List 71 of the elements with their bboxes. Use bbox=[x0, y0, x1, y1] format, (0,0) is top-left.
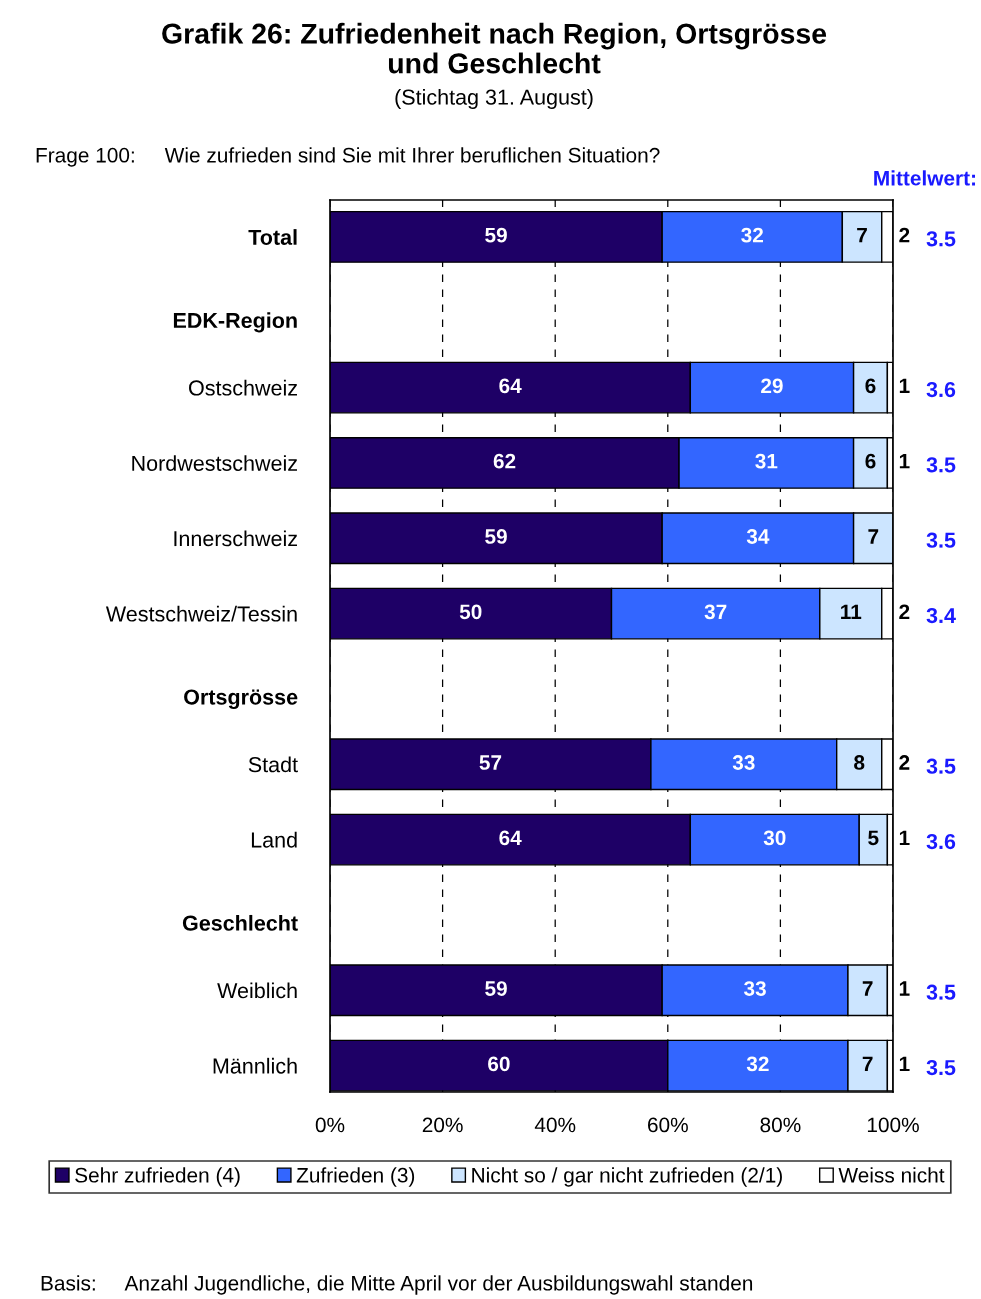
legend-label: Weiss nicht bbox=[838, 1167, 945, 1183]
x-tick-label: 20% bbox=[422, 1117, 463, 1133]
data-label: 30 bbox=[763, 830, 786, 846]
y-tick-label: Männlich bbox=[213, 1057, 297, 1074]
data-label: 34 bbox=[746, 529, 770, 544]
x-tick-label: 0% bbox=[315, 1117, 345, 1133]
text: 3.6 bbox=[926, 381, 956, 398]
legend-label: Nicht so / gar nicht zufrieden (2/1) bbox=[472, 1167, 782, 1187]
text: 3.5 bbox=[926, 984, 956, 1000]
data-label: 6 bbox=[865, 378, 876, 394]
data-label: 37 bbox=[704, 604, 727, 620]
y-tick-label: Innerschweiz bbox=[174, 530, 297, 547]
data-label: 33 bbox=[743, 981, 766, 996]
text: 3.6 bbox=[926, 833, 956, 850]
data-label: 64 bbox=[499, 830, 522, 846]
y-tick-label: Weiblich bbox=[217, 982, 297, 999]
data-label: 7 bbox=[862, 981, 873, 996]
data-label: 32 bbox=[741, 227, 763, 243]
text: 3.5 bbox=[926, 231, 956, 247]
data-label: 31 bbox=[755, 453, 778, 469]
data-label: 29 bbox=[761, 378, 783, 394]
text: Mittelwert: bbox=[874, 170, 975, 186]
data-label: 60 bbox=[488, 1056, 510, 1072]
legend-label: Sehr zufrieden (4) bbox=[75, 1167, 240, 1187]
data-label: 62 bbox=[493, 453, 516, 469]
y-tick-label: Ortsgrösse bbox=[184, 689, 298, 710]
x-tick-label: 80% bbox=[760, 1117, 801, 1133]
data-label: 1 bbox=[899, 378, 910, 393]
data-label: 64 bbox=[499, 378, 522, 394]
data-label: 57 bbox=[479, 755, 502, 770]
y-tick-label: Ostschweiz bbox=[189, 379, 297, 396]
legend-label: Zufrieden (3) bbox=[296, 1167, 415, 1187]
data-label: 5 bbox=[868, 830, 879, 846]
x-tick-label: 40% bbox=[534, 1117, 576, 1133]
data-label: 2 bbox=[899, 604, 910, 619]
y-tick-label: Nordwestschweiz bbox=[132, 455, 297, 471]
text: 3.4 bbox=[926, 607, 956, 624]
data-label: 59 bbox=[485, 529, 507, 544]
y-tick-label: Westschweiz/Tessin bbox=[105, 605, 297, 622]
data-label: 1 bbox=[899, 830, 910, 846]
data-label: 2 bbox=[899, 755, 910, 770]
data-label: 33 bbox=[732, 755, 755, 770]
y-tick-label: Land bbox=[251, 831, 297, 848]
y-tick-label: Geschlecht bbox=[182, 914, 298, 931]
y-tick-label: EDK-Region bbox=[173, 312, 297, 333]
y-tick-label: Stadt bbox=[248, 756, 298, 773]
data-label: 1 bbox=[899, 453, 910, 469]
data-label: 6 bbox=[865, 453, 876, 469]
data-label: 1 bbox=[899, 981, 910, 996]
text: 3.5 bbox=[926, 457, 956, 473]
text: 3.5 bbox=[926, 532, 956, 548]
data-label: 1 bbox=[899, 1056, 910, 1072]
y-tick-label: Total bbox=[248, 229, 297, 245]
data-label: 50 bbox=[459, 604, 482, 620]
text: 3.5 bbox=[926, 1059, 956, 1076]
x-tick-label: 60% bbox=[648, 1117, 688, 1133]
data-label: 32 bbox=[746, 1056, 769, 1072]
x-tick-label: 100% bbox=[867, 1117, 919, 1133]
text: 3.5 bbox=[926, 758, 956, 774]
chart-title: Grafik 26: Zufriedenheit nach Region, Ortsgrösse und Geschlecht bbox=[162, 22, 827, 74]
data-label: 7 bbox=[868, 529, 879, 544]
data-label: 8 bbox=[854, 755, 865, 770]
text: Basis: Anzahl Jugendliche, die Mitte April vor der Ausbildungswahl standen bbox=[41, 1275, 753, 1295]
data-label: 7 bbox=[862, 1056, 873, 1072]
chart-subtitle: (Stichtag 31. August) bbox=[395, 88, 593, 110]
data-label: 2 bbox=[899, 227, 910, 243]
text: Frage 100: Wie zufrieden sind Sie mit Ihrer beruflichen Situation? bbox=[36, 147, 660, 167]
data-label: 59 bbox=[485, 981, 507, 996]
data-label: 11 bbox=[841, 604, 862, 619]
data-label: 7 bbox=[857, 227, 867, 243]
data-label: 59 bbox=[485, 227, 507, 243]
